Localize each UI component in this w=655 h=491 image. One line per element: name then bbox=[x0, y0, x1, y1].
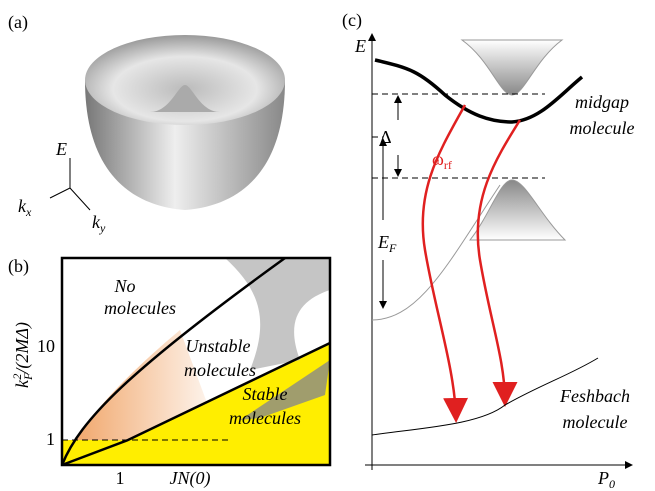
rf-arrow bbox=[423, 105, 465, 418]
axis-label: E bbox=[55, 139, 67, 159]
gap-label: Δ bbox=[380, 127, 392, 147]
axis-label: P0 bbox=[597, 468, 615, 491]
tick-label: 1 bbox=[116, 468, 125, 488]
axis-label: kF2/(2MΔ) bbox=[10, 322, 35, 388]
axis-label: ky bbox=[92, 212, 106, 235]
tick-label: 10 bbox=[37, 336, 55, 356]
rf-arrow bbox=[478, 120, 520, 402]
midgap-curve bbox=[375, 60, 582, 122]
panel-a: (a) E kx ky bbox=[8, 12, 285, 235]
figure: (a) E kx ky (b) Nomolecules Unstablemole… bbox=[0, 0, 655, 491]
panel-label: (b) bbox=[8, 256, 29, 277]
axis bbox=[70, 188, 90, 210]
rf-label: ωrf bbox=[432, 149, 452, 172]
upper-band bbox=[462, 40, 562, 95]
panel-label: (a) bbox=[8, 12, 28, 33]
axis-label: JN(0) bbox=[170, 468, 211, 489]
panel-label: (c) bbox=[342, 10, 362, 31]
fermi-label: EF bbox=[377, 232, 397, 255]
axis-label: kx bbox=[18, 196, 32, 219]
tick-label: 1 bbox=[46, 429, 55, 449]
axis-label: E bbox=[354, 36, 366, 56]
axis bbox=[50, 188, 70, 198]
